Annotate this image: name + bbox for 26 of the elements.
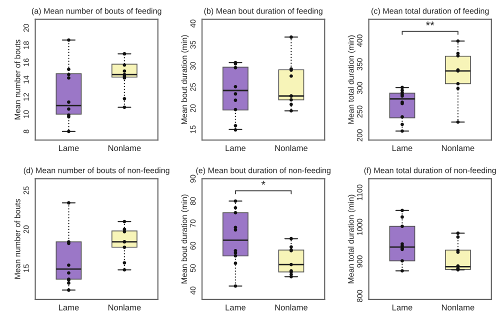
x-tick-label: Lame [226,304,246,310]
x-tick-label: Nonlame [275,304,308,310]
annotation: * [261,180,266,185]
x-tick-label: Lame [392,304,412,310]
annotation: ** [426,21,434,26]
y-axis-title: Mean bout duration (min) [181,194,189,284]
y-axis-title: Mean total duration (min) [348,194,356,284]
chart-title: (b) Mean bout duration of feeding [204,8,322,16]
chart-title: (e) Mean bout duration of non-feeding [196,167,330,175]
y-axis-title: Mean bout duration (min) [181,35,189,124]
chart-title: (a) Mean number of bouts of feeding [32,8,162,16]
x-tick-label: Lame [58,145,79,152]
x-tick-label: Lame [226,145,246,152]
y-axis-title: Mean number of bouts [14,199,20,279]
chart-title: (d) Mean number of bouts of non-feeding [24,167,170,175]
x-tick-label: Nonlame [442,304,474,310]
x-tick-label: Lame [58,304,79,310]
x-tick-label: Nonlame [108,304,141,310]
y-axis-title: Mean number of bouts [14,40,20,120]
x-tick-label: Lame [392,145,412,152]
y-axis-title: Mean total duration (min) [348,35,356,124]
x-tick-label: Nonlame [108,144,141,152]
chart-title: (c) Mean total duration of feeding [371,8,489,16]
x-tick-label: Nonlame [275,144,308,152]
x-tick-label: Nonlame [442,144,474,152]
chart-title: (f) Mean total duration of non-feeding [364,167,496,175]
